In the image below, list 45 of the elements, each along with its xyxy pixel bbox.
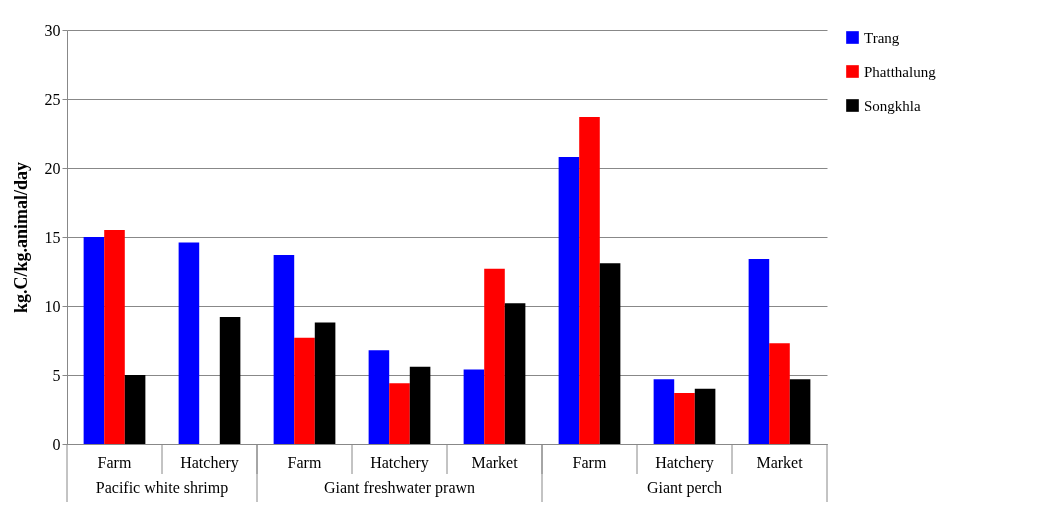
y-tick-label: 15 xyxy=(44,228,61,246)
legend-label: Songkhla xyxy=(864,97,922,114)
bar xyxy=(769,343,790,444)
y-tick-label: 25 xyxy=(44,90,61,108)
y-tick-label: 20 xyxy=(44,159,61,177)
bar xyxy=(124,375,146,444)
text: Pacific white shrimp xyxy=(95,479,229,497)
x-tick-label: Hatchery xyxy=(655,453,714,472)
y-tick-label: 10 xyxy=(44,297,61,315)
bar xyxy=(409,366,431,444)
bar xyxy=(83,237,105,444)
bar xyxy=(389,383,410,444)
bar xyxy=(653,379,675,444)
bar xyxy=(748,259,770,444)
x-tick-label: Hatchery xyxy=(370,453,429,472)
bar xyxy=(558,156,580,444)
bar xyxy=(484,268,505,444)
x-tick-label: Market xyxy=(756,453,804,471)
text: Giant freshwater prawn xyxy=(323,479,476,497)
bar xyxy=(504,303,526,444)
bar xyxy=(694,388,716,444)
bar xyxy=(579,116,600,444)
x-tick-label: Farm xyxy=(572,453,607,471)
bar xyxy=(599,263,621,444)
x-tick-label: Farm xyxy=(287,453,322,471)
bar xyxy=(463,369,485,444)
bar xyxy=(273,254,295,444)
y-tick-label: 30 xyxy=(44,21,61,39)
legend-label: Phatthalung xyxy=(864,63,937,80)
bar xyxy=(104,230,125,444)
bar xyxy=(789,379,811,444)
y-axis-title: kg.C/kg.animal/day xyxy=(10,161,31,314)
bar xyxy=(368,350,390,444)
y-tick-label: 5 xyxy=(52,366,61,384)
x-tick-label: Farm xyxy=(97,453,132,471)
bar xyxy=(219,317,241,444)
bar xyxy=(314,322,336,444)
legend-label: Trang xyxy=(864,29,900,46)
bar xyxy=(674,392,695,444)
bar xyxy=(294,337,315,444)
text: Giant perch xyxy=(646,479,723,497)
x-tick-label: Hatchery xyxy=(180,453,239,472)
x-tick-label: Market xyxy=(471,453,519,471)
y-tick-label: 0 xyxy=(52,435,61,453)
bar xyxy=(178,242,200,444)
